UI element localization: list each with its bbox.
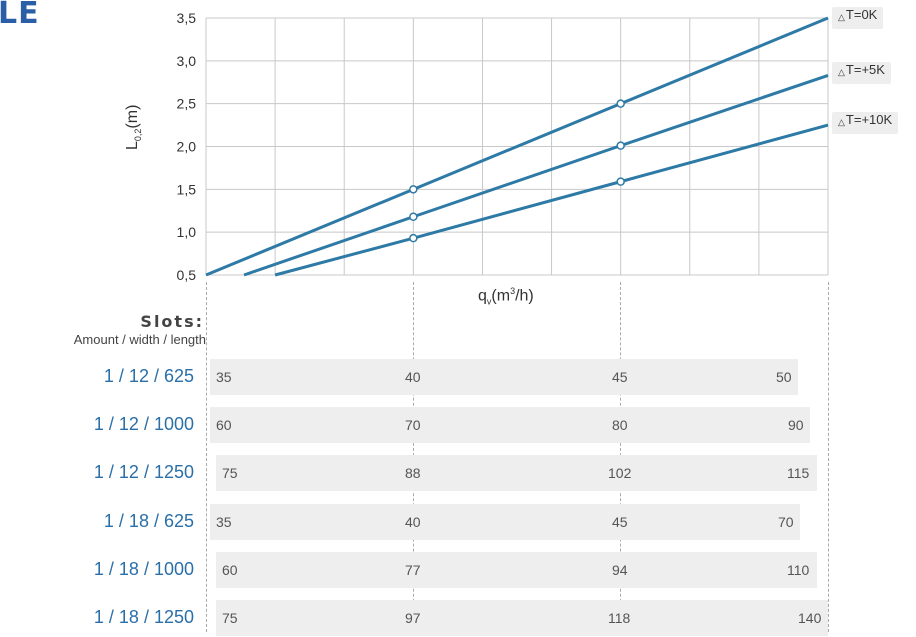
table-cell: 50 (776, 369, 792, 385)
column-guide (828, 282, 829, 632)
table-row (210, 407, 810, 443)
table-cell: 75 (222, 610, 238, 626)
table-cell: 45 (612, 369, 628, 385)
y-tick-label: 3,5 (177, 10, 197, 26)
table-cell: 45 (612, 514, 628, 530)
slots-title: Slots: (140, 312, 204, 331)
row-label: 1 / 12 / 625 (103, 366, 194, 386)
chart: 0,5 1,0 1,5 2,0 2,5 3,0 3,5 (177, 10, 829, 283)
legend-label: T=+5K (845, 62, 885, 78)
table-cell: 70 (405, 417, 421, 433)
table-cell: 88 (405, 465, 421, 481)
row-label: 1 / 18 / 1000 (93, 559, 194, 579)
table-cell: 70 (778, 514, 794, 530)
table-cell: 35 (216, 369, 232, 385)
table-cell: 80 (612, 417, 628, 433)
series-line (274, 123, 829, 277)
row-label: 1 / 18 / 625 (103, 511, 194, 531)
delta-icon: △ (838, 67, 845, 78)
x-axis-label: qv(m3/h) (478, 286, 534, 307)
y-tick-label: 1,0 (177, 224, 197, 240)
table-row (210, 504, 800, 540)
table-cell: 115 (787, 465, 810, 481)
table-cell: 97 (405, 610, 421, 626)
y-tick-label: 3,0 (177, 53, 197, 69)
y-tick-label: 2,5 (177, 96, 197, 112)
data-point (616, 177, 625, 186)
legend-entry: △T=0K (832, 7, 884, 29)
y-tick-label: 2,0 (177, 139, 197, 155)
data-point (616, 99, 625, 108)
slots-subtitle: Amount / width / length (73, 332, 206, 347)
table-cell: 94 (612, 562, 628, 578)
data-point (409, 185, 418, 194)
legend-entry: △T=+5K (832, 62, 891, 85)
table-cell: 60 (222, 562, 238, 578)
y-axis-label: L0,2(m) (124, 104, 144, 150)
row-label: 1 / 18 / 1250 (93, 607, 194, 627)
y-tick-label: 1,5 (177, 181, 197, 197)
data-point (409, 212, 418, 221)
table-cell: 60 (216, 417, 232, 433)
page-title: LE (0, 0, 40, 31)
row-label: 1 / 12 / 1000 (93, 414, 194, 434)
series-line (243, 73, 829, 277)
series-line (205, 16, 829, 277)
delta-icon: △ (838, 12, 845, 22)
row-label: 1 / 12 / 1250 (93, 462, 194, 482)
legend-entry: △T=+10K (832, 112, 899, 135)
table-row (210, 359, 798, 395)
data-point (409, 233, 418, 243)
table-row (216, 552, 817, 588)
table-cell: 140 (798, 610, 822, 626)
y-tick-label: 0,5 (177, 267, 197, 283)
table-row (216, 455, 817, 491)
data-point (616, 141, 625, 150)
delta-icon: △ (838, 117, 845, 128)
legend-label: T=0K (845, 7, 878, 22)
table-cell: 77 (405, 562, 421, 578)
table-cell: 102 (608, 465, 632, 481)
table-cell: 118 (608, 610, 631, 626)
table-cell: 75 (222, 465, 238, 481)
table-cell: 90 (788, 417, 804, 433)
table-cell: 110 (787, 562, 810, 578)
table-cell: 40 (405, 514, 421, 530)
column-guide (206, 282, 207, 632)
table-cell: 40 (405, 369, 421, 385)
table-cell: 35 (216, 514, 232, 530)
legend-label: T=+10K (845, 112, 893, 128)
table-row (216, 600, 828, 636)
